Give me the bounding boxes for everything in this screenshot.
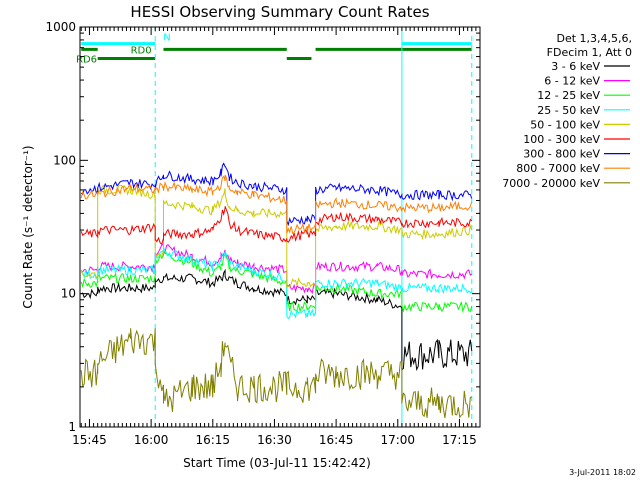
x-tick-label: 17:00 [380, 433, 415, 447]
x-tick-label: 15:45 [72, 433, 107, 447]
status-bar-label: RD0 [131, 45, 152, 56]
legend-entry-label: 3 - 6 keV [551, 60, 600, 73]
series-line [80, 162, 473, 227]
series-lines [80, 162, 473, 419]
timestamp: 3-Jul-2011 18:02 [569, 468, 636, 477]
chart-title: HESSI Observing Summary Count Rates [130, 3, 429, 21]
x-tick-label: 16:00 [134, 433, 169, 447]
x-tick-label: 16:45 [319, 433, 354, 447]
y-axis-ticks: 1 10 100 1000 [45, 20, 480, 434]
vertical-markers [154, 27, 473, 427]
legend-entry-label: 12 - 25 keV [537, 89, 600, 102]
legend-entry-label: 50 - 100 keV [530, 118, 600, 131]
plot-frame [79, 26, 481, 428]
x-tick-label: 17:15 [442, 433, 477, 447]
legend-entry-label: 25 - 50 keV [537, 104, 600, 117]
series-line [80, 328, 472, 419]
x-tick-label: 16:30 [257, 433, 292, 447]
legend-entry-label: 7000 - 20000 keV [502, 177, 600, 190]
y-axis-label: Count Rate (s⁻¹ detector⁻¹) [21, 145, 35, 308]
series-line [80, 174, 473, 235]
legend-entry-label: 6 - 12 keV [544, 75, 600, 88]
series-line [80, 246, 472, 320]
status-bar-label: N [163, 33, 170, 44]
x-axis-label: Start Time (03-Jul-11 15:42:42) [183, 456, 371, 470]
legend-header-line-2: FDecim 1, Att 0 [547, 46, 632, 59]
status-bars: N RD0 RD6 [76, 33, 472, 66]
legend-entry-label: 300 - 800 keV [523, 148, 600, 161]
series-line [80, 268, 473, 372]
series-line [80, 248, 473, 314]
y-tick-label: 1000 [45, 20, 76, 34]
y-tick-label: 10 [61, 287, 76, 301]
legend-entry-label: 800 - 7000 keV [516, 162, 600, 175]
series-line [81, 243, 473, 295]
status-bar-label: RD6 [76, 55, 97, 66]
series-line [80, 184, 473, 288]
y-tick-label: 100 [53, 153, 76, 167]
x-tick-label: 16:15 [195, 433, 230, 447]
y-tick-label: 1 [68, 420, 76, 434]
series-line [80, 206, 473, 245]
legend: Det 1,3,4,5,6, FDecim 1, Att 0 3 - 6 keV… [502, 32, 632, 190]
legend-entry-label: 100 - 300 keV [523, 133, 600, 146]
x-axis-ticks: 15:45 16:00 16:15 16:30 16:45 17:00 17:15 [72, 27, 481, 447]
legend-header-line-1: Det 1,3,4,5,6, [556, 32, 632, 45]
